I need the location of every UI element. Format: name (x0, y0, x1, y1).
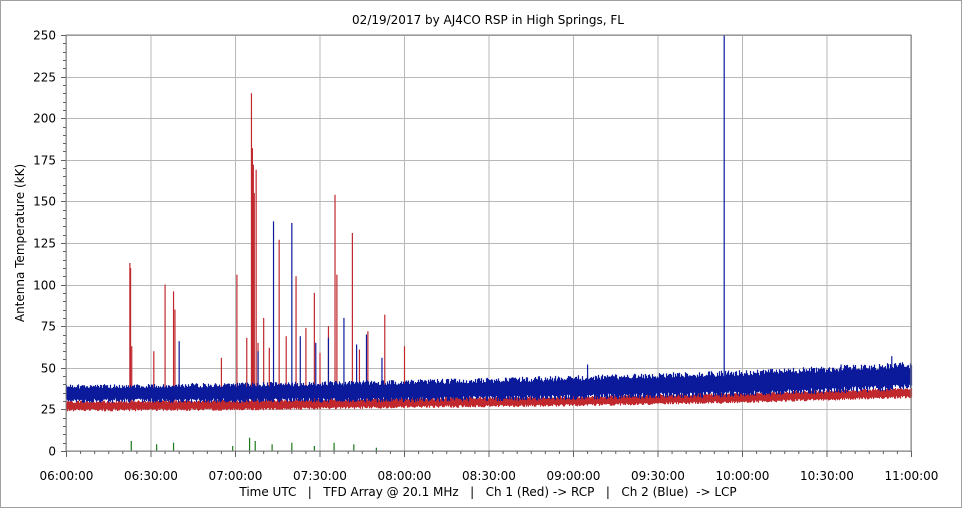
y-tick-label: 75 (41, 320, 56, 334)
y-tick-label: 100 (33, 279, 56, 293)
y-tick-label: 175 (33, 154, 56, 168)
x-tick-label: 09:30:00 (631, 469, 685, 483)
series-difference (130, 437, 377, 451)
series-ch2 (65, 35, 913, 403)
x-tick-label: 06:00:00 (40, 469, 94, 483)
x-tick-label: 07:30:00 (293, 469, 347, 483)
x-tick-label: 08:00:00 (378, 469, 432, 483)
x-tick-label: 07:00:00 (209, 469, 263, 483)
x-tick-label: 08:30:00 (462, 469, 516, 483)
y-tick-label: 0 (48, 445, 56, 459)
x-tick-label: 10:30:00 (800, 469, 854, 483)
y-tick-label: 200 (33, 112, 56, 126)
series-ch1 (65, 93, 913, 412)
y-tick-label: 225 (33, 71, 56, 85)
series-layer (65, 35, 913, 451)
x-tick-label: 11:00:00 (885, 469, 939, 483)
x-tick-label: 09:00:00 (547, 469, 601, 483)
x-axis-label: Time UTC | TFD Array @ 20.1 MHz | Ch 1 (… (238, 485, 736, 499)
y-tick-label: 25 (41, 403, 56, 417)
y-tick-label: 50 (41, 362, 56, 376)
axes: 06:00:00 06:30:00 07:00:00 07:30:00 08:00:00… (33, 29, 938, 484)
x-tick-label: 06:30:00 (124, 469, 178, 483)
chart-title: 02/19/2017 by AJ4CO RSP in High Springs,… (352, 13, 624, 27)
y-axis-label: Antenna Temperature (kK) (13, 164, 27, 322)
y-tick-label: 150 (33, 195, 56, 209)
x-tick-label: 10:00:00 (716, 469, 770, 483)
y-tick-label: 250 (33, 29, 56, 43)
y-tick-label: 125 (33, 237, 56, 251)
